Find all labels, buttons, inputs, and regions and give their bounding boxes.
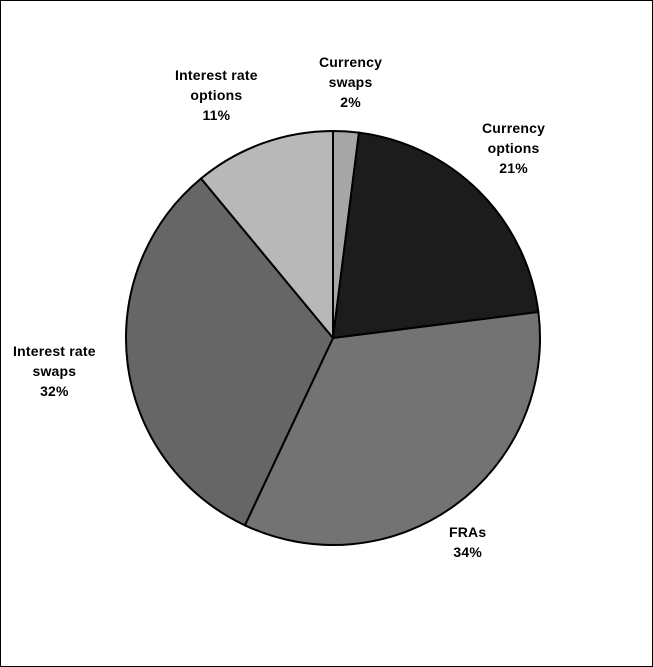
label-interest-rate-options-line-1: Interest rate	[175, 67, 258, 83]
label-interest-rate-options-line-2: options	[190, 87, 243, 103]
label-currency-swaps: Currency swaps 2%	[319, 52, 382, 112]
label-interest-rate-swaps-percent: 32%	[40, 383, 69, 399]
label-interest-rate-swaps-line-2: swaps	[32, 363, 77, 379]
label-interest-rate-swaps-line-1: Interest rate	[13, 343, 96, 359]
pie-slice-interest-rate-swaps	[125, 177, 334, 527]
label-currency-swaps-percent: 2%	[340, 94, 361, 110]
label-currency-swaps-line-1: Currency	[319, 54, 383, 70]
pie-slice-interest-rate-options	[200, 130, 334, 339]
label-currency-options: Currency options 21%	[482, 118, 545, 178]
pie-slice-currency-options	[332, 131, 540, 339]
label-currency-options-percent: 21%	[499, 160, 528, 176]
label-interest-rate-swaps: Interest rate swaps 32%	[13, 341, 96, 401]
label-currency-options-line-1: Currency	[482, 120, 546, 136]
label-currency-swaps-line-2: swaps	[328, 74, 373, 90]
label-currency-options-line-2: options	[487, 140, 540, 156]
label-interest-rate-options: Interest rate options 11%	[175, 65, 258, 125]
label-fras-percent: 34%	[453, 544, 482, 560]
label-fras-line-1: FRAs	[449, 524, 487, 540]
label-fras: FRAs 34%	[449, 522, 486, 562]
label-interest-rate-options-percent: 11%	[202, 107, 231, 123]
